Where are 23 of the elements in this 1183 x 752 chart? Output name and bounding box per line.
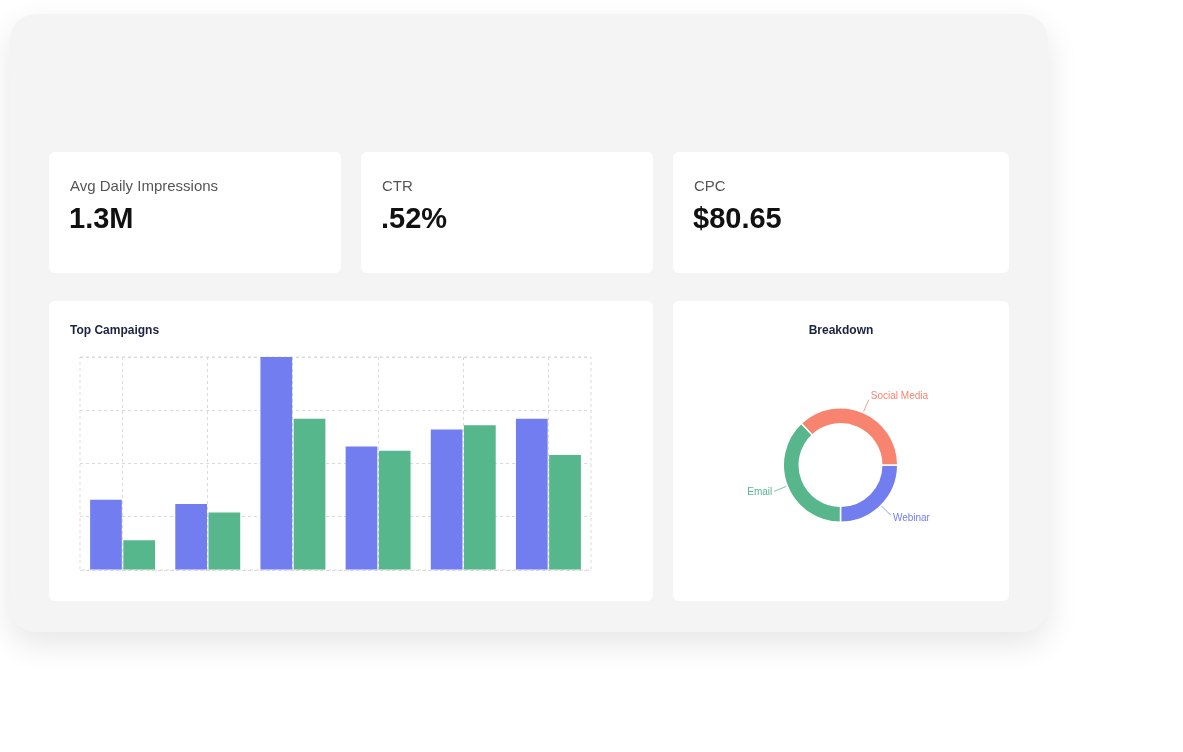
text: CTR	[382, 177, 413, 194]
bar	[549, 454, 581, 570]
bar	[345, 446, 378, 570]
bar	[260, 357, 293, 570]
chart-title: Top Campaigns	[70, 323, 160, 338]
bar	[430, 429, 463, 570]
text: .52%	[381, 202, 448, 235]
bar	[464, 425, 496, 570]
bar	[515, 418, 548, 570]
text: 1.3M	[69, 202, 134, 235]
bar	[208, 512, 241, 570]
bar	[175, 503, 207, 570]
bar	[90, 499, 122, 570]
text: CPC	[694, 177, 726, 194]
bar	[378, 450, 411, 570]
text: Avg Daily Impressions	[70, 177, 219, 194]
slice-label: Social Media	[870, 389, 929, 401]
chart-title: Breakdown	[807, 323, 875, 338]
text: $80.65	[693, 202, 782, 235]
slice-label: Email	[747, 486, 773, 498]
bar	[123, 540, 156, 570]
bar	[293, 418, 326, 570]
slice-label: Webinar	[892, 511, 931, 523]
